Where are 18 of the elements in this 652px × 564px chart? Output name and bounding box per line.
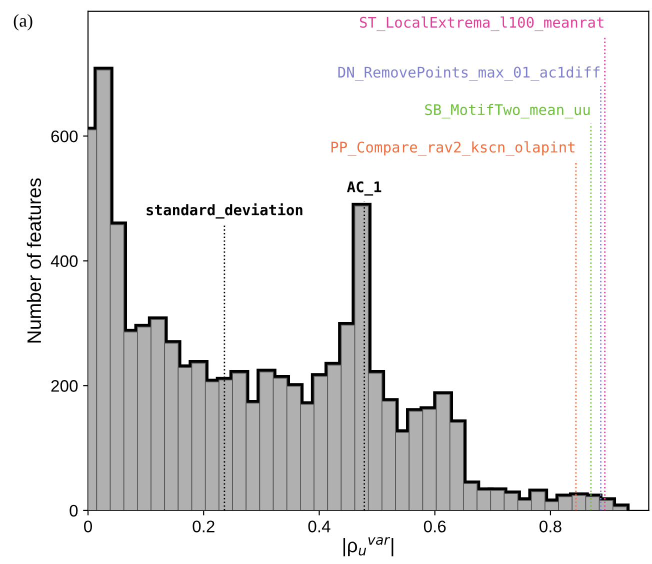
y-tick-label: 600 [51, 130, 78, 142]
ref-line-label: standard_deviation [146, 203, 302, 219]
ref-line-label: SB_MotifTwo_mean_uu [425, 104, 590, 118]
ref-line-label: DN_RemovePoints_max_01_ac1diff [338, 66, 600, 81]
x-tick-label: 0 [84, 520, 92, 532]
x-axis-title: |ρ$_{u}$$^{var}$| [343, 537, 394, 556]
ref-line-label: AC_1 [347, 181, 382, 196]
y-axis-title: Number of features [26, 178, 42, 342]
x-tick-label: 0.2 [192, 520, 214, 532]
x-tick-label: 0.4 [308, 520, 330, 532]
ref-line-label: PP_Compare_rav2_kscn_olapint [331, 141, 574, 156]
y-tick-label: 400 [50, 255, 78, 268]
ref-line-label: ST_LocalExtrema_l100_meanrat [360, 16, 604, 32]
text: (a) [14, 14, 32, 30]
x-tick-label: 0.6 [424, 520, 446, 532]
x-tick-label: 0.8 [540, 520, 562, 532]
y-tick-label: 200 [51, 380, 78, 392]
y-tick-label: 0 [70, 504, 78, 517]
